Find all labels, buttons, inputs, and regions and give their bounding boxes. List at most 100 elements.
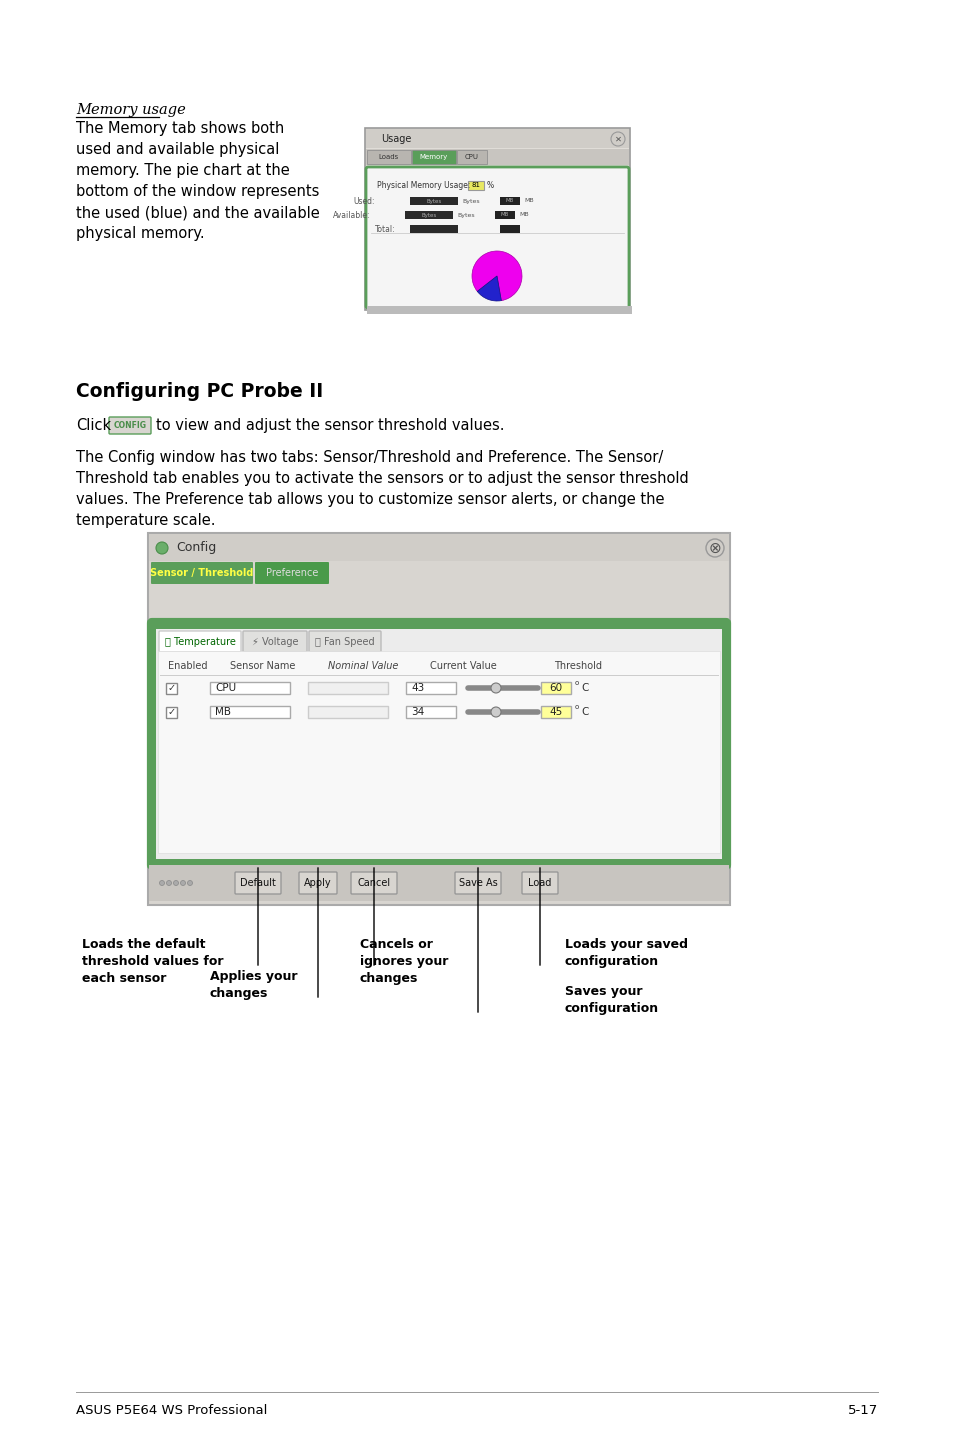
Text: ✓: ✓ [168,707,175,718]
Circle shape [167,880,172,886]
Text: o: o [575,680,578,686]
Bar [410,224,457,233]
Text: Click: Click [76,418,111,433]
Bar [156,628,721,858]
FancyBboxPatch shape [149,620,728,869]
Bar [456,150,486,164]
Text: Bytes: Bytes [456,213,475,217]
FancyBboxPatch shape [298,871,336,894]
Text: 34: 34 [411,707,424,718]
FancyBboxPatch shape [151,562,253,584]
FancyBboxPatch shape [351,871,396,894]
Text: Memory: Memory [419,154,448,160]
Circle shape [159,880,164,886]
Text: Nominal Value: Nominal Value [328,661,397,672]
FancyBboxPatch shape [365,128,629,311]
Text: ASUS P5E64 WS Professional: ASUS P5E64 WS Professional [76,1403,267,1416]
Bar [158,651,720,853]
Bar [210,682,290,695]
Bar [308,682,388,695]
Bar [499,224,519,233]
Text: Loads your saved
configuration: Loads your saved configuration [564,938,687,968]
FancyBboxPatch shape [309,631,380,651]
Text: 🌡 Temperature: 🌡 Temperature [164,637,235,647]
Text: ⊗: ⊗ [708,541,720,555]
Text: Current Value: Current Value [429,661,496,672]
Wedge shape [472,252,521,301]
Bar [540,682,571,695]
Circle shape [173,880,178,886]
Text: C: C [580,683,588,693]
Text: CONFIG: CONFIG [113,421,147,430]
Text: Save As: Save As [458,879,497,889]
Bar [308,706,388,718]
Text: 5-17: 5-17 [847,1403,877,1416]
Text: Bytes: Bytes [426,198,441,204]
Text: ✕: ✕ [614,135,620,144]
FancyBboxPatch shape [148,533,729,905]
Circle shape [491,683,500,693]
Text: ⚡ Voltage: ⚡ Voltage [252,637,298,647]
Text: Configuring PC Probe II: Configuring PC Probe II [76,383,323,401]
Bar [149,533,728,561]
FancyBboxPatch shape [254,562,329,584]
Bar [540,706,571,718]
Circle shape [156,542,168,554]
Text: o: o [575,705,578,710]
Text: 45: 45 [549,707,562,718]
Bar [166,707,177,718]
Text: Cancel: Cancel [357,879,390,889]
Text: Bytes: Bytes [461,198,479,204]
Text: Apply: Apply [304,879,332,889]
Text: Enabled: Enabled [168,661,208,672]
Text: Total:: Total: [375,224,395,233]
FancyBboxPatch shape [109,417,151,434]
Text: Loads the default
threshold values for
each sensor: Loads the default threshold values for e… [82,938,223,985]
Text: 💨 Fan Speed: 💨 Fan Speed [314,637,375,647]
Bar [366,150,628,165]
Text: to view and adjust the sensor threshold values.: to view and adjust the sensor threshold … [156,418,504,433]
Text: Available:: Available: [333,210,370,220]
Text: The Memory tab shows both
used and available physical
memory. The pie chart at t: The Memory tab shows both used and avail… [76,121,319,242]
Text: Load: Load [528,879,551,889]
Circle shape [491,707,500,718]
Text: Preference: Preference [266,568,318,578]
Text: Bytes: Bytes [421,213,436,217]
Wedge shape [476,276,501,301]
Text: Used:: Used: [354,197,375,206]
Text: Memory usage: Memory usage [76,104,186,116]
Bar [499,197,519,206]
Text: Sensor Name: Sensor Name [230,661,295,672]
Text: Default: Default [240,879,275,889]
Bar [405,211,453,219]
Text: 43: 43 [411,683,424,693]
Text: %: % [486,181,494,190]
FancyBboxPatch shape [243,631,307,651]
Bar [468,181,483,190]
Text: Saves your
configuration: Saves your configuration [564,985,659,1015]
Text: Physical Memory Usage:: Physical Memory Usage: [376,181,470,190]
Text: 60: 60 [549,683,562,693]
FancyBboxPatch shape [521,871,558,894]
Bar [210,706,290,718]
Bar [366,129,628,148]
Text: CPU: CPU [464,154,478,160]
Text: MB: MB [500,213,509,217]
Text: Config: Config [175,542,216,555]
Bar [495,211,515,219]
Text: Applies your
changes: Applies your changes [210,971,297,999]
Text: MB: MB [214,707,231,718]
Bar [367,306,631,313]
Bar [412,150,456,164]
Circle shape [705,539,723,557]
FancyBboxPatch shape [366,167,628,308]
Text: 81: 81 [471,183,480,188]
Text: CPU: CPU [214,683,236,693]
FancyBboxPatch shape [234,871,281,894]
Bar [367,150,411,164]
Text: Loads: Loads [378,154,398,160]
Bar [149,866,728,902]
Text: Threshold: Threshold [554,661,601,672]
Text: MB: MB [523,198,533,204]
Text: MB: MB [505,198,514,204]
